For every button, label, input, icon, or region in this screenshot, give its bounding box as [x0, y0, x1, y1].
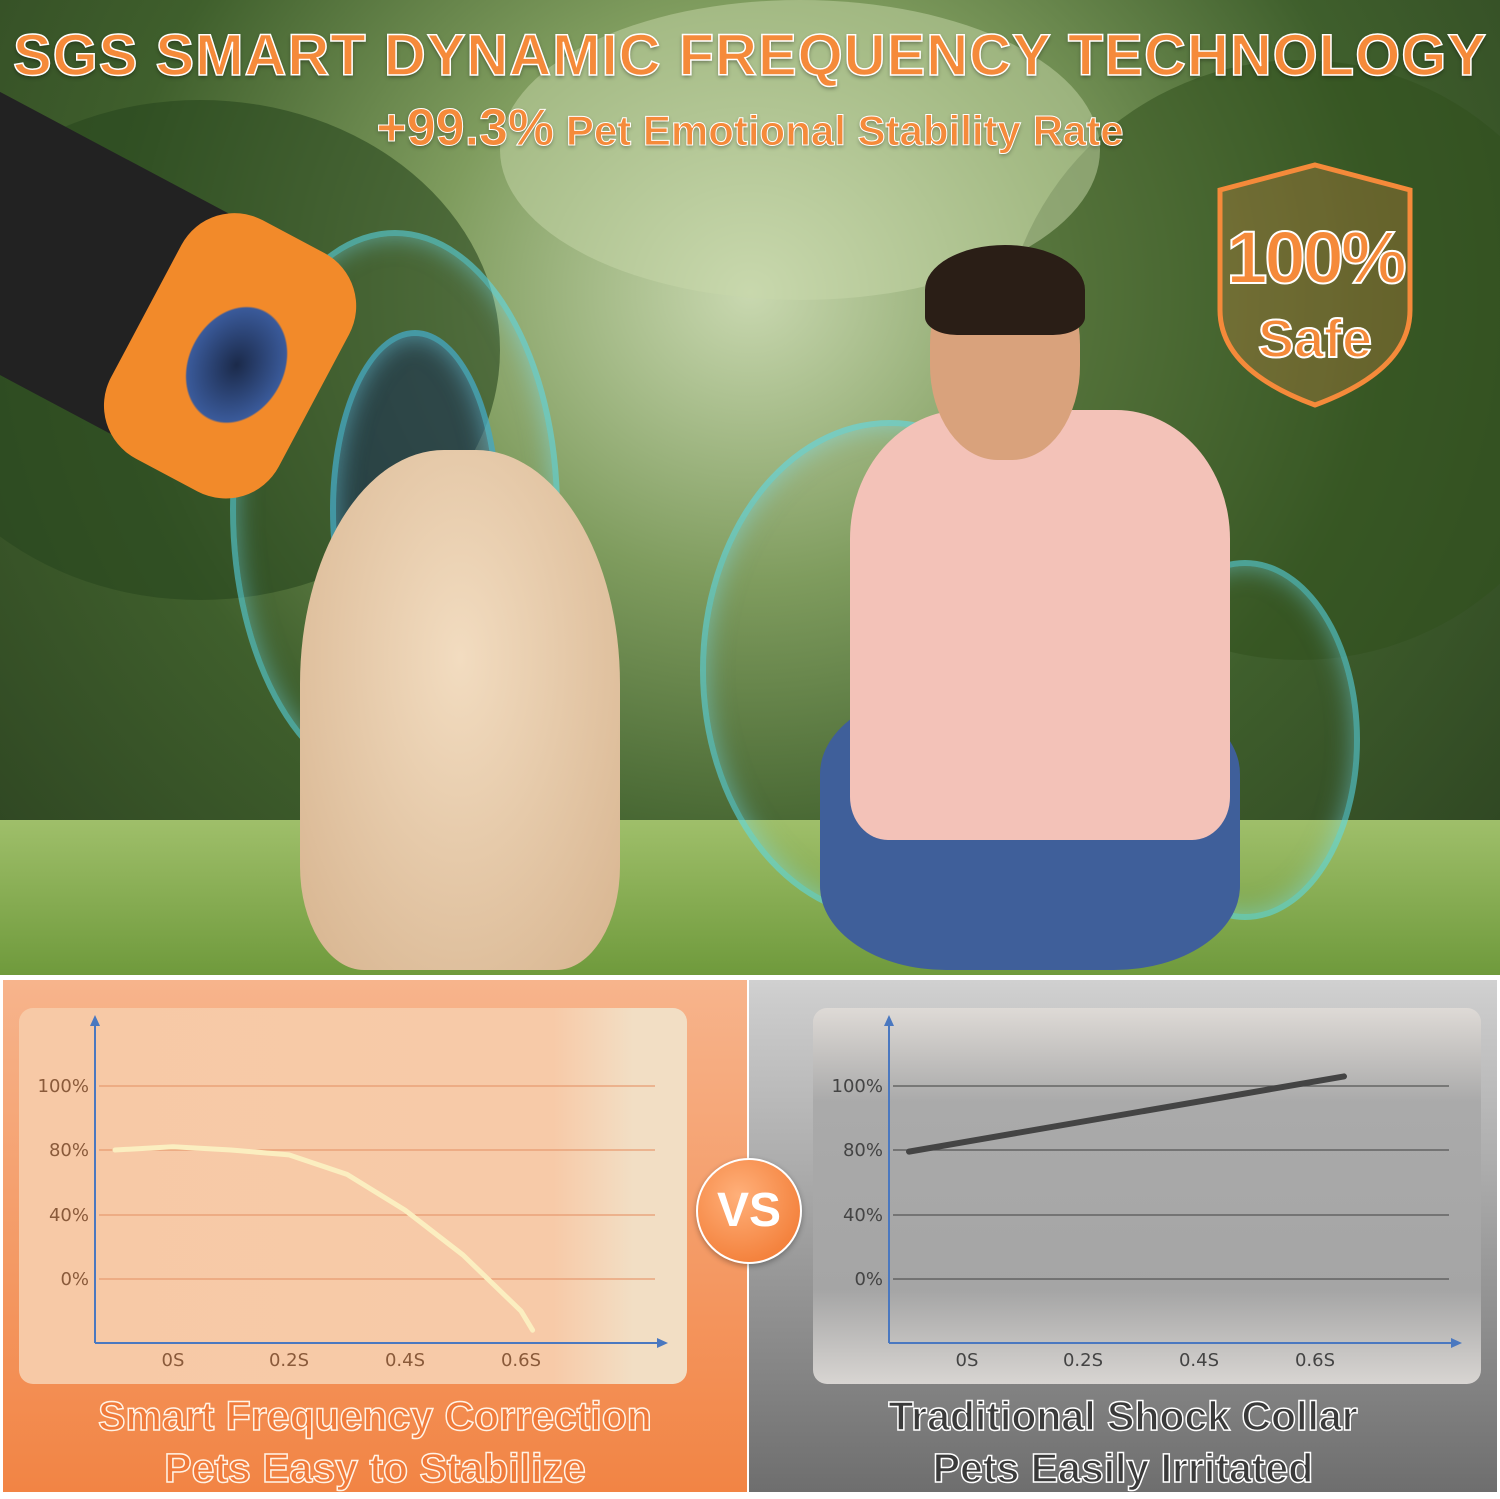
- comparison-section: 0% 40% 80% 100% 0S 0.2S 0.4S 0.6S Smart Frequen…: [0, 975, 1500, 1499]
- x-axis-arrow: [1451, 1338, 1462, 1348]
- traditional-caption: Traditional Shock Collar Pets Easily Irri…: [749, 1390, 1497, 1494]
- stat-label: Pet Emotional Stability Rate: [565, 107, 1124, 155]
- smart-caption: Smart Frequency Correction Pets Easy to S…: [3, 1390, 747, 1494]
- headline-subtitle: +99.3% Pet Emotional Stability Rate: [0, 98, 1500, 158]
- x-tick-label: 0.4S: [385, 1350, 425, 1371]
- y-axis-arrow: [90, 1015, 100, 1026]
- y-axis-arrow: [884, 1015, 894, 1026]
- badge-label: Safe: [1257, 308, 1373, 370]
- y-tick-label: 80%: [843, 1140, 883, 1161]
- traditional-panel: 0% 40% 80% 100% 0S 0.2S 0.4S 0.6S Traditional S…: [748, 979, 1498, 1493]
- y-tick-label: 40%: [49, 1205, 89, 1226]
- y-tick-label: 0%: [854, 1269, 883, 1290]
- headline-title: SGS SMART DYNAMIC FREQUENCY TECHNOLOGY: [12, 22, 1488, 89]
- shield-icon: [1217, 162, 1413, 408]
- man-trainer: [820, 245, 1270, 970]
- caption-line: Traditional Shock Collar: [888, 1392, 1359, 1440]
- y-tick-label: 40%: [843, 1205, 883, 1226]
- y-tick-label: 80%: [49, 1140, 89, 1161]
- x-tick-label: 0.4S: [1179, 1350, 1219, 1371]
- x-tick-label: 0S: [162, 1350, 185, 1371]
- golden-retriever: [300, 450, 620, 970]
- x-tick-label: 0.6S: [501, 1350, 541, 1371]
- stat-value: +99.3%: [376, 99, 555, 158]
- hero-photo: SGS SMART DYNAMIC FREQUENCY TECHNOLOGY +…: [0, 0, 1500, 975]
- caption-line: Pets Easily Irritated: [932, 1444, 1314, 1492]
- x-tick-label: 0.2S: [269, 1350, 309, 1371]
- series-line: [906, 1073, 1347, 1155]
- x-tick-label: 0S: [956, 1350, 979, 1371]
- smart-chart: 0% 40% 80% 100% 0S 0.2S 0.4S 0.6S: [38, 1015, 668, 1371]
- smart-chart-card: 0% 40% 80% 100% 0S 0.2S 0.4S 0.6S: [19, 1008, 687, 1384]
- y-tick-label: 100%: [832, 1076, 883, 1097]
- vs-badge: VS: [696, 1158, 802, 1264]
- traditional-chart-card: 0% 40% 80% 100% 0S 0.2S 0.4S 0.6S: [813, 1008, 1481, 1384]
- x-tick-label: 0.6S: [1295, 1350, 1335, 1371]
- caption-line: Smart Frequency Correction: [97, 1392, 652, 1440]
- caption-line: Pets Easy to Stabilize: [163, 1444, 586, 1492]
- x-axis-arrow: [657, 1338, 668, 1348]
- smart-panel: 0% 40% 80% 100% 0S 0.2S 0.4S 0.6S Smart Frequen…: [2, 979, 748, 1493]
- traditional-chart: 0% 40% 80% 100% 0S 0.2S 0.4S 0.6S: [832, 1015, 1462, 1371]
- badge-percent: 100%: [1225, 215, 1407, 300]
- series-line: [112, 1144, 536, 1333]
- y-tick-label: 100%: [38, 1076, 89, 1097]
- x-tick-label: 0.2S: [1063, 1350, 1103, 1371]
- safety-badge: 100% Safe: [1210, 160, 1420, 410]
- y-tick-label: 0%: [60, 1269, 89, 1290]
